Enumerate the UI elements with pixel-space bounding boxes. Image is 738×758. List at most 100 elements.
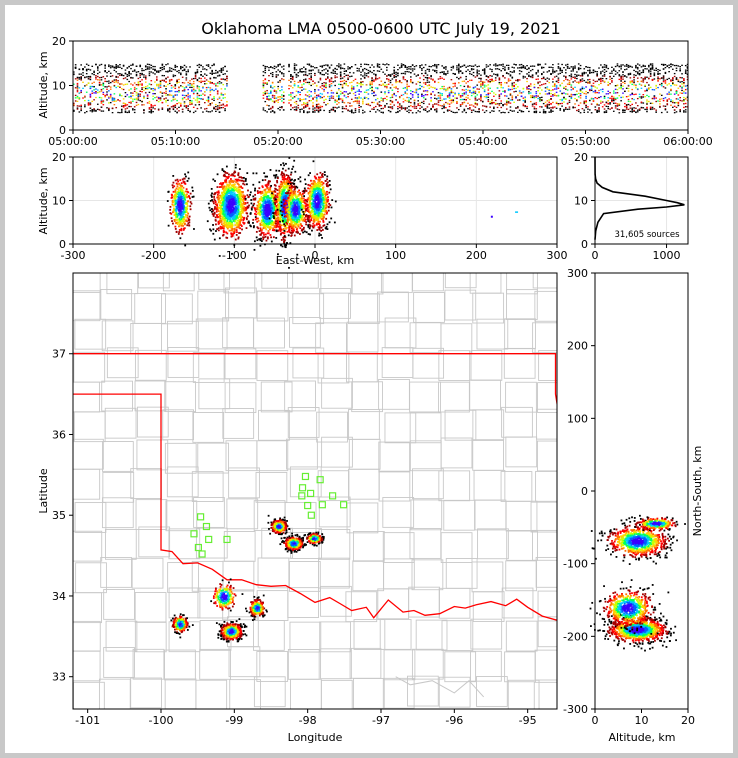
source-mark xyxy=(183,101,186,103)
source-mark xyxy=(180,227,183,230)
source-mark xyxy=(456,87,458,89)
source-mark xyxy=(410,105,412,107)
source-mark xyxy=(485,66,488,68)
source-mark xyxy=(574,77,576,79)
source-mark xyxy=(323,109,325,112)
source-mark xyxy=(507,64,510,67)
source-mark xyxy=(76,79,79,81)
source-mark xyxy=(653,74,656,77)
source-mark xyxy=(315,85,318,87)
source-mark xyxy=(430,108,432,111)
source-mark xyxy=(397,73,399,75)
source-mark xyxy=(609,76,611,78)
source-mark xyxy=(120,74,123,77)
source-mark xyxy=(128,66,130,68)
source-mark xyxy=(104,65,106,67)
source-mark xyxy=(192,82,195,85)
source-mark xyxy=(592,70,595,72)
source-mark xyxy=(505,104,508,106)
source-mark xyxy=(303,106,305,108)
source-mark xyxy=(410,90,412,92)
source-mark xyxy=(330,80,333,82)
source-mark xyxy=(411,112,414,114)
source-mark xyxy=(550,103,552,105)
source-mark xyxy=(189,110,191,112)
source-mark xyxy=(358,68,360,70)
source-mark xyxy=(310,75,312,77)
source-mark xyxy=(362,75,364,77)
source-mark xyxy=(618,87,621,89)
source-mark xyxy=(312,102,314,104)
source-mark xyxy=(373,73,375,75)
source-mark xyxy=(152,72,154,74)
source-mark xyxy=(224,187,226,190)
source-mark xyxy=(576,74,578,76)
source-mark xyxy=(459,98,462,101)
source-mark xyxy=(220,78,223,81)
source-mark xyxy=(209,111,212,113)
source-mark xyxy=(681,77,683,79)
source-mark xyxy=(612,75,615,77)
source-mark xyxy=(524,66,527,68)
source-mark xyxy=(100,88,103,91)
source-mark xyxy=(174,94,177,96)
source-mark xyxy=(130,64,132,66)
source-mark xyxy=(389,106,392,108)
source-mark xyxy=(163,92,166,94)
source-mark xyxy=(555,91,558,94)
source-mark xyxy=(548,66,550,68)
source-mark xyxy=(579,89,582,91)
source-mark xyxy=(241,216,244,218)
source-mark xyxy=(465,99,467,101)
source-mark xyxy=(332,81,335,83)
source-mark xyxy=(148,91,151,94)
source-mark xyxy=(109,93,112,96)
source-mark xyxy=(288,87,290,90)
source-mark xyxy=(382,100,384,102)
source-mark xyxy=(310,65,312,67)
source-mark xyxy=(485,94,488,96)
source-mark xyxy=(559,109,562,111)
source-mark xyxy=(306,74,309,77)
source-mark xyxy=(553,71,556,73)
source-mark xyxy=(330,64,333,66)
source-mark xyxy=(413,102,416,104)
source-mark xyxy=(421,64,423,66)
source-mark xyxy=(675,69,678,72)
source-mark xyxy=(404,90,407,93)
source-mark xyxy=(111,111,114,114)
source-mark xyxy=(583,102,586,104)
source-mark xyxy=(102,100,105,102)
source-mark xyxy=(146,95,149,97)
source-mark xyxy=(631,110,634,112)
source-mark xyxy=(198,80,201,83)
source-mark xyxy=(226,223,229,226)
x-tick-label: 05:00:00 xyxy=(48,135,97,148)
source-mark xyxy=(215,207,218,210)
source-mark xyxy=(683,92,685,94)
source-mark xyxy=(457,70,460,73)
source-mark xyxy=(636,63,639,65)
source-mark xyxy=(80,91,82,94)
source-mark xyxy=(95,76,97,79)
source-mark xyxy=(192,111,195,114)
source-mark xyxy=(625,104,628,106)
source-mark xyxy=(483,81,486,83)
source-mark xyxy=(281,66,283,68)
source-mark xyxy=(290,81,292,83)
source-mark xyxy=(115,76,118,78)
source-mark xyxy=(132,109,134,111)
source-mark xyxy=(215,103,217,106)
source-mark xyxy=(229,208,232,211)
source-mark xyxy=(264,92,267,95)
source-mark xyxy=(209,103,212,105)
source-mark xyxy=(150,105,153,107)
source-mark xyxy=(239,197,242,200)
source-mark xyxy=(293,80,296,83)
source-mark xyxy=(397,90,399,93)
source-mark xyxy=(533,106,536,108)
source-mark xyxy=(96,79,99,81)
source-mark xyxy=(526,107,528,109)
source-mark xyxy=(266,96,268,98)
source-mark xyxy=(150,67,153,69)
